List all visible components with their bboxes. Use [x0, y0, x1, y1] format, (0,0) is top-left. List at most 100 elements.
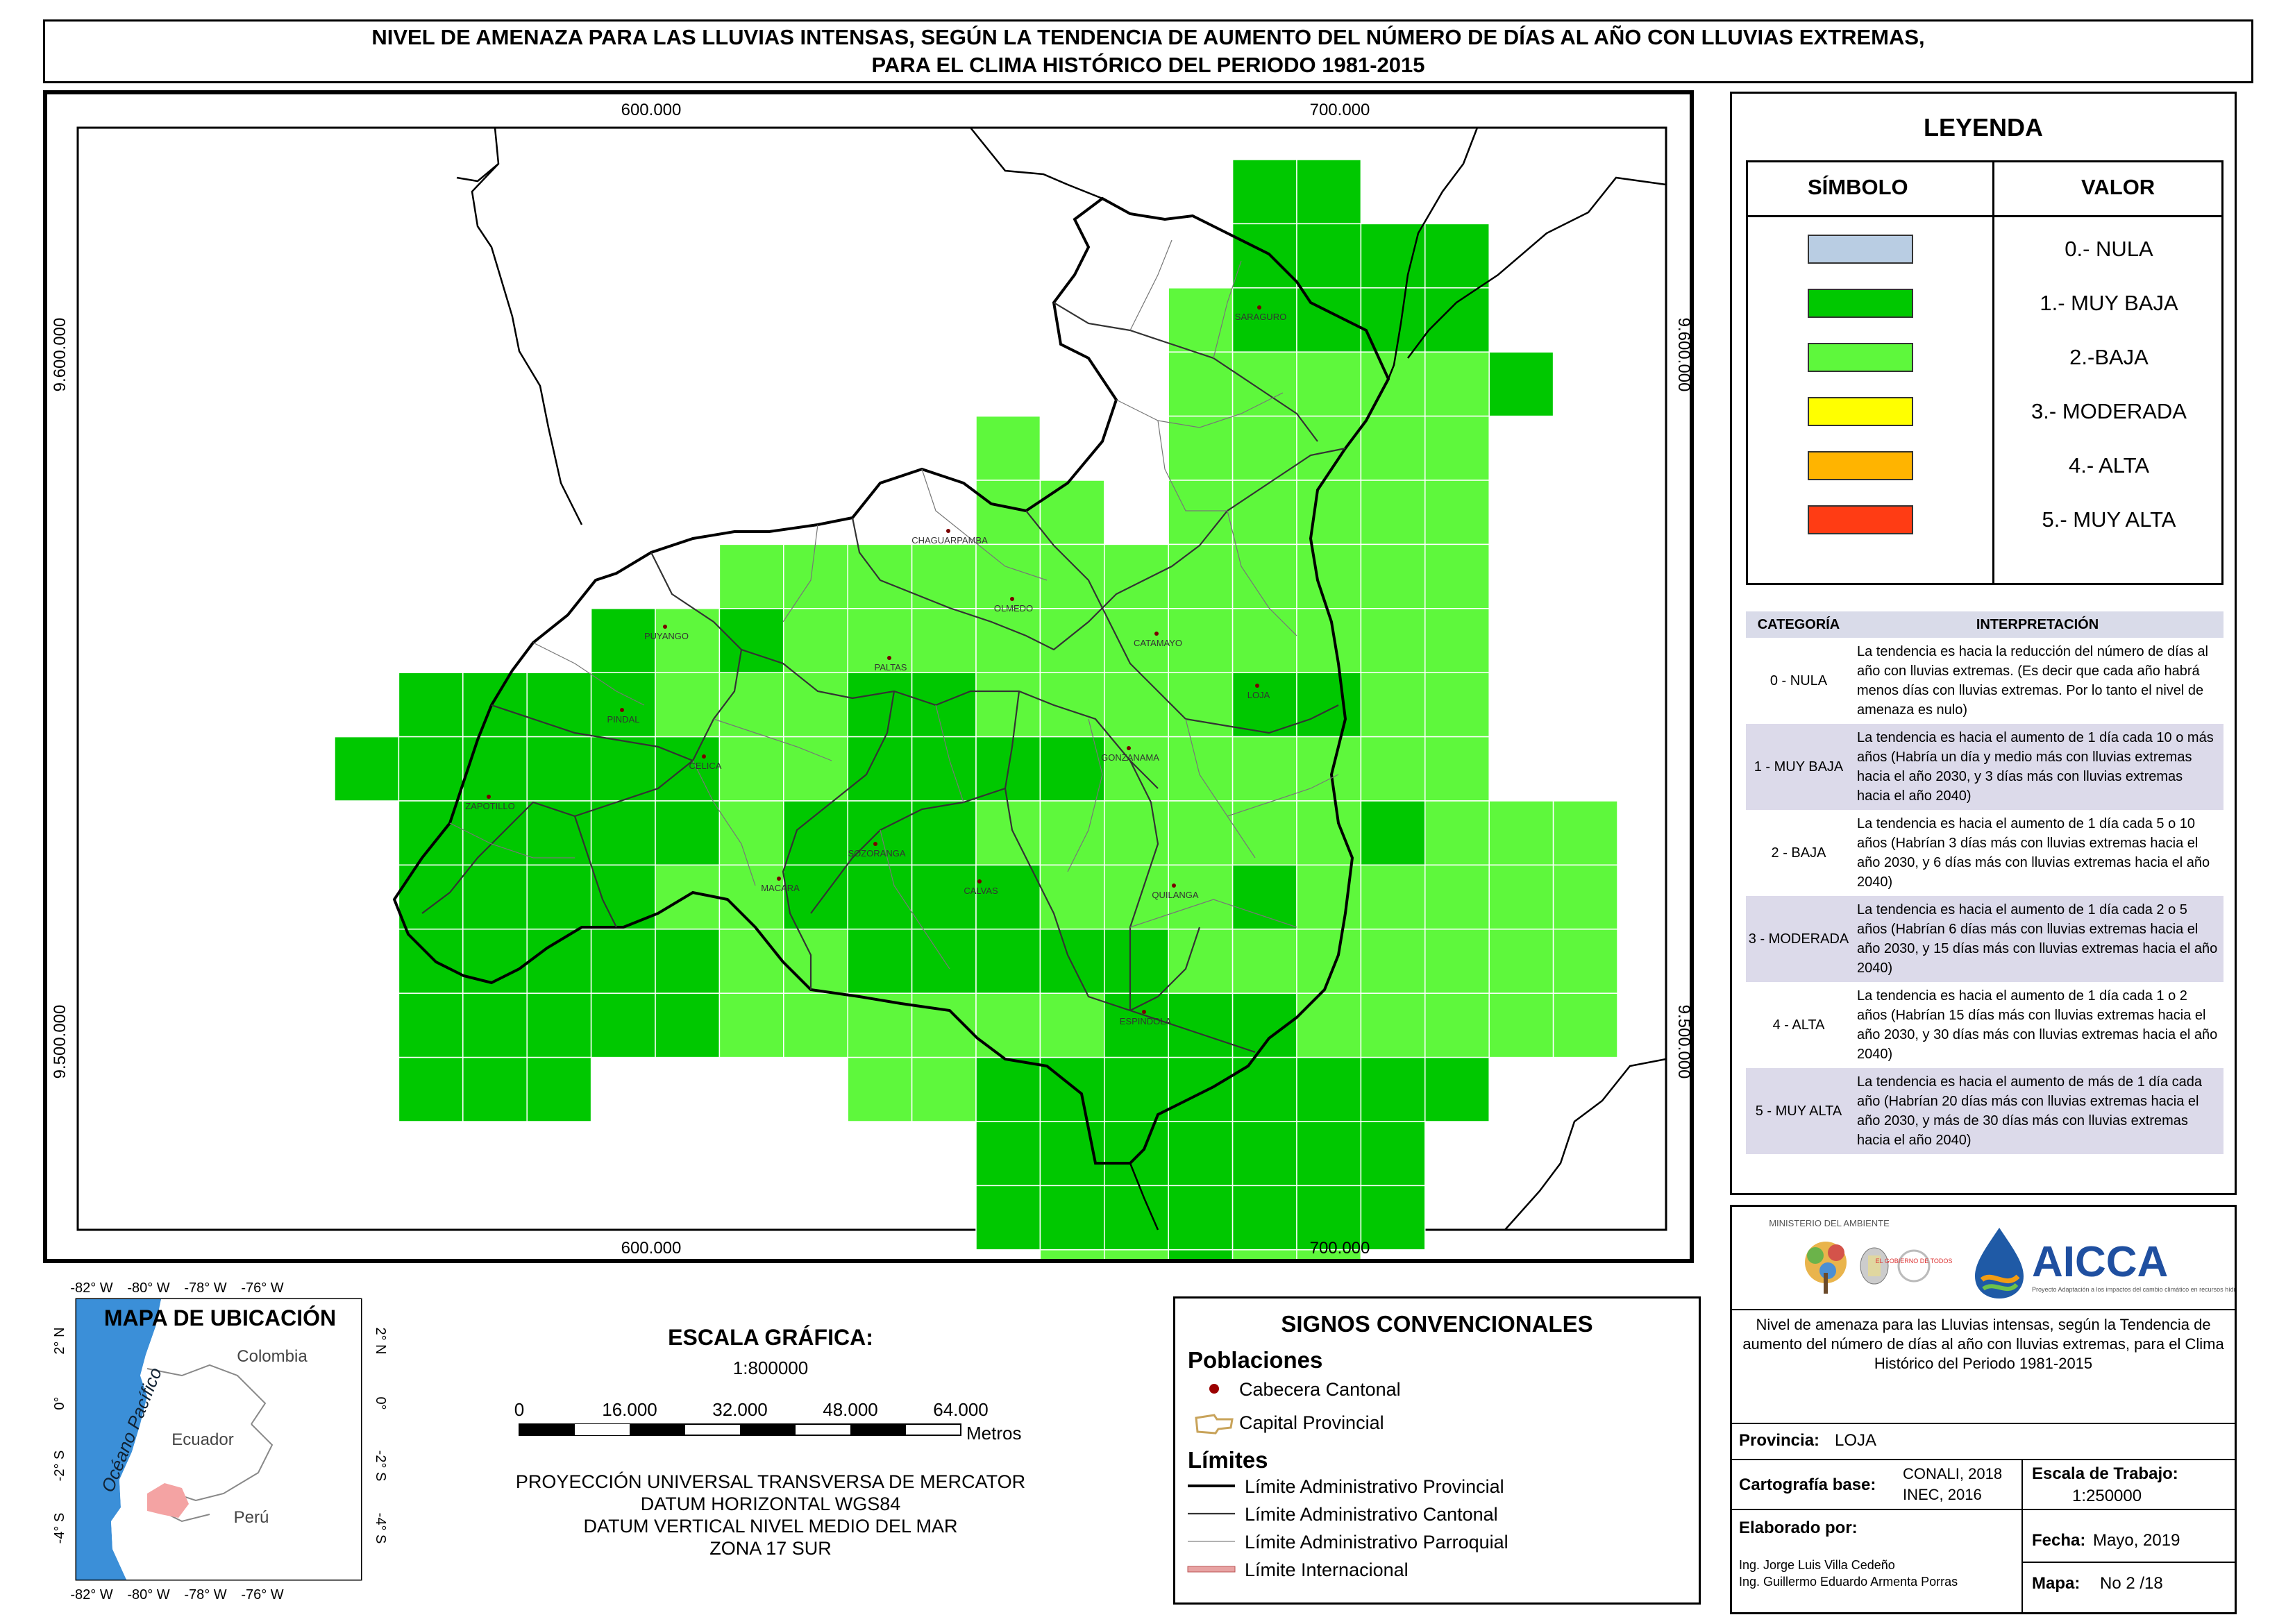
grid-cell-baja: [1104, 736, 1169, 802]
grid-cell-baja: [975, 672, 1041, 738]
map-title-box: NIVEL DE AMENAZA PARA LAS LLUVIAS INTENS…: [43, 19, 2253, 83]
grid-cell-baja: [1231, 480, 1297, 545]
grid-cell-baja: [1039, 1249, 1105, 1259]
grid-cell-baja: [1231, 351, 1297, 417]
grid-cell-muy-baja: [783, 864, 848, 930]
interpretation-header: CATEGORÍA INTERPRETACIÓN: [1746, 611, 2223, 638]
grid-cell-muy-baja: [1231, 864, 1297, 930]
legend-symbol-table: SÍMBOLO VALOR 0.- NULA 1.- MUY BAJA 2.-BAJ…: [1746, 160, 2223, 585]
intl-border-northwest: [471, 127, 583, 525]
limites-heading: Límites: [1188, 1447, 1268, 1473]
legend-value: 3.- MODERADA: [2031, 399, 2187, 423]
grid-cell-baja: [1424, 415, 1490, 481]
grid-cell-baja: [1039, 864, 1105, 930]
grid-cell-muy-baja: [655, 800, 721, 866]
interpretation-row: 4 - ALTA La tendencia es hacia el aumento…: [1746, 982, 2223, 1068]
grid-cell-muy-baja: [1231, 159, 1297, 225]
loc-top-tick-3: -78° W: [184, 1280, 226, 1296]
canton-label: CATAMAYO: [1134, 638, 1182, 648]
pacific-ocean: [76, 1299, 161, 1580]
grid-cell-muy-baja: [847, 929, 913, 994]
grid-cell-muy-baja: [1296, 159, 1362, 225]
coord-left-upper: 9.600.000: [51, 318, 69, 392]
cabecera-dot-icon: [1172, 883, 1176, 888]
scale-tick-48000: 48.000: [823, 1399, 878, 1420]
loc-right-tick-1: 2° N: [373, 1327, 388, 1354]
grid-cell-muy-baja: [911, 672, 977, 738]
fecha-value: Mayo, 2019: [2093, 1531, 2180, 1550]
ecuador-shield-icon: [1860, 1247, 1889, 1285]
grid-cell-baja: [1552, 929, 1618, 994]
map-title-line1: NIVEL DE AMENAZA PARA LAS LLUVIAS INTENS…: [371, 25, 1925, 49]
grid-cell-muy-baja: [462, 864, 528, 930]
loc-right-tick-2: 0°: [373, 1396, 388, 1410]
provincia-label: Provincia:: [1739, 1431, 1819, 1450]
grid-cell-baja: [1168, 480, 1234, 545]
loja-highlight: [147, 1483, 189, 1518]
interpretation-text: La tendencia es hacia el aumento de 1 dí…: [1857, 816, 2210, 890]
interpretation-row: 1 - MUY BAJA La tendencia es hacia el aum…: [1746, 724, 2223, 810]
legend-value: 1.- MUY BAJA: [2040, 291, 2178, 315]
scale-tick-32000: 32.000: [712, 1399, 768, 1420]
loc-bottom-tick-4: -76° W: [241, 1587, 283, 1602]
peru-label: Perú: [234, 1508, 269, 1527]
grid-cell-baja: [1424, 480, 1490, 545]
grid-cell-baja: [1296, 929, 1362, 994]
interpretation-table: CATEGORÍA INTERPRETACIÓN 0 - NULA La tend…: [1746, 611, 2223, 1154]
provincial-boundary: [392, 196, 1390, 1165]
cartografia-1: CONALI, 2018: [1903, 1465, 2002, 1482]
grid-cell-baja: [1296, 480, 1362, 545]
legend-swatch: [1808, 235, 1913, 264]
grid-cell-muy-baja: [1231, 223, 1297, 289]
grid-cell-muy-baja: [398, 1056, 464, 1122]
value-header: VALOR: [2081, 175, 2155, 199]
cabecera-dot-icon: [1209, 1384, 1219, 1394]
projection-line-4: ZONA 17 SUR: [709, 1538, 832, 1559]
canton-boundary: [1053, 302, 1318, 442]
grid-cell-baja: [847, 543, 913, 609]
grid-cell-muy-baja: [526, 929, 592, 994]
lim-prov-label: Límite Administrativo Provincial: [1245, 1476, 1504, 1497]
grid-cell-baja: [911, 608, 977, 673]
grid-cell-baja: [1360, 480, 1426, 545]
canton-label: PINDAL: [607, 714, 640, 725]
grid-cell-baja: [1104, 800, 1169, 866]
aicca-logo-text: AICCA: [2032, 1238, 2168, 1286]
grid-cell-muy-baja: [398, 864, 464, 930]
grid-cell-muy-baja: [975, 1121, 1041, 1187]
grid-cell-baja: [1488, 800, 1554, 866]
grid-cell-muy-baja: [1296, 1056, 1362, 1122]
legend-value: 4.- ALTA: [2068, 453, 2149, 477]
grid-cell-baja: [1552, 992, 1618, 1058]
legend-swatch: [1808, 397, 1913, 426]
gobierno-logo-icon: EL GOBIERNO DE TODOS: [1876, 1249, 1952, 1283]
grid-cell-baja: [1168, 736, 1234, 802]
grid-cell-baja: [1104, 864, 1169, 930]
grid-cell-muy-baja: [1039, 929, 1105, 994]
fecha-label: Fecha:: [2032, 1531, 2085, 1550]
grid-cell-muy-baja: [462, 1056, 528, 1122]
grid-cell-baja: [847, 1056, 913, 1122]
grid-cell-baja: [1552, 864, 1618, 930]
grid-cell-baja: [1360, 351, 1426, 417]
loc-bottom-tick-3: -78° W: [184, 1587, 226, 1602]
canton-boundary: [851, 447, 1346, 651]
cabecera-dot-icon: [1257, 305, 1261, 310]
grid-cell-muy-baja: [1296, 223, 1362, 289]
aicca-drop-logo-icon: [1975, 1228, 2024, 1299]
grid-cell-muy-baja: [1360, 1121, 1426, 1187]
signs-canvas: SIGNOS CONVENCIONALES Poblaciones Cabece…: [1187, 1311, 1593, 1580]
cabecera-dot-icon: [977, 879, 982, 883]
main-map: SARAGURO CHAGUARPAMBA OLMEDO PUYANGO PALTAS C…: [43, 90, 1694, 1263]
grid-cell-baja: [1296, 351, 1362, 417]
grid-cell-muy-baja: [398, 992, 464, 1058]
canton-label: CELICA: [689, 761, 722, 771]
grid-cell-baja: [1168, 415, 1234, 481]
grid-cell-baja: [783, 672, 848, 738]
grid-cell-baja: [1104, 1249, 1169, 1259]
grid-cell-baja: [1424, 929, 1490, 994]
grid-cell-baja: [1424, 672, 1490, 738]
interpretation-row: 0 - NULA La tendencia es hacia la reducci…: [1746, 638, 2223, 724]
grid-cell-baja: [1039, 608, 1105, 673]
legend-divider: [1992, 162, 1994, 583]
